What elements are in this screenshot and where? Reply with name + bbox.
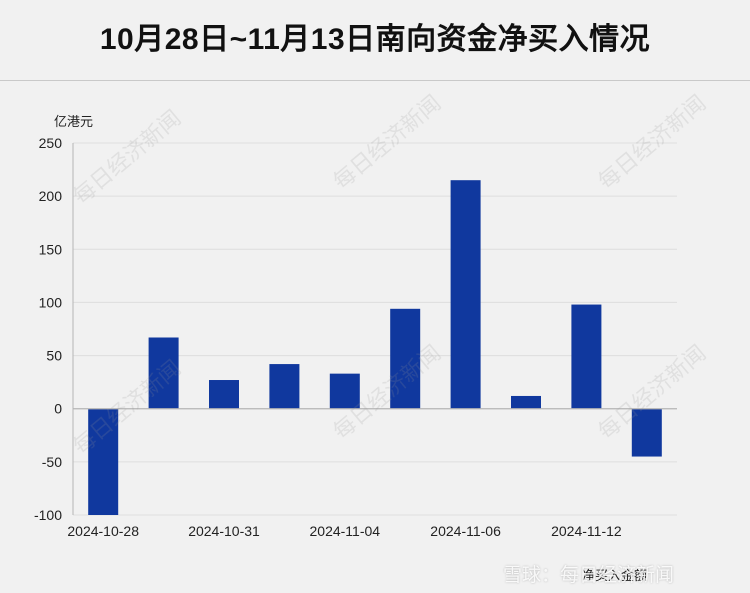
bar-2024-10-29 [148,337,179,409]
footer-watermark: 雪球：每日经济新闻 [503,565,675,586]
y-axis-ticks: 250 200 150 100 50 0 -50 -100 [34,135,62,523]
y-tick-label: 100 [39,294,63,310]
x-tick-label: 2024-11-06 [430,523,501,539]
legend-label: 净买入金额 [582,568,648,583]
y-tick-label: 250 [39,135,63,151]
y-axis-unit-label: 亿港元 [54,114,94,129]
x-tick-label: 2024-11-12 [551,523,622,539]
chart-title: 10月28日~11月13日南向资金净买入情况 [99,23,651,56]
x-tick-label: 2024-11-04 [310,523,381,539]
bar-2024-11-06 [450,180,481,409]
bar-2024-11-05 [390,308,421,409]
y-tick-label: 50 [46,348,62,364]
bar-2024-11-07 [511,395,541,409]
bar-2024-10-28 [88,408,119,515]
x-tick-label: 2024-10-28 [67,523,139,539]
bar-2024-11-12 [571,304,602,409]
bar-2024-10-31 [209,380,239,409]
y-tick-label: 200 [39,188,63,204]
bars [88,180,662,515]
y-tick-label: 150 [39,241,63,257]
y-tick-label: 0 [54,401,62,417]
bar-2024-11-04 [329,373,360,409]
x-axis: 2024-10-28 2024-10-31 2024-11-04 2024-11-06… [67,408,677,539]
y-tick-label: -50 [42,454,62,470]
bar-2024-11-01 [269,364,300,409]
title-divider [0,80,750,81]
y-tick-label: -100 [34,507,62,523]
bar-2024-11-13 [631,408,662,457]
x-tick-label: 2024-10-31 [188,523,260,539]
